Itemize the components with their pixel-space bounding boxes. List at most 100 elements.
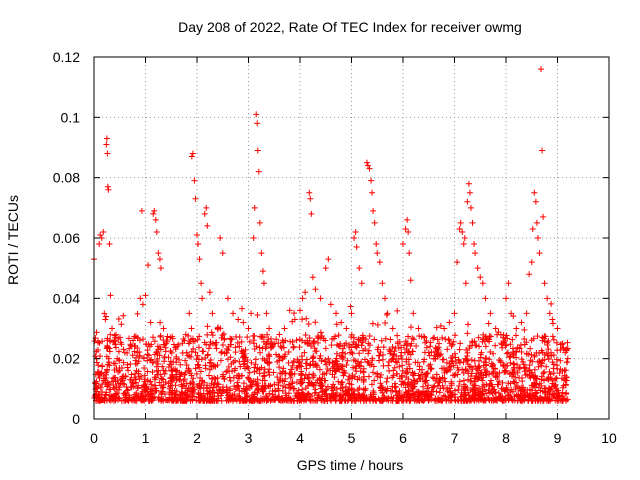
data-point bbox=[131, 348, 138, 355]
data-point bbox=[312, 286, 319, 293]
data-point bbox=[209, 375, 216, 382]
data-point bbox=[466, 189, 473, 196]
data-point bbox=[306, 189, 313, 196]
data-point bbox=[182, 357, 189, 364]
data-point bbox=[410, 310, 417, 317]
data-point bbox=[500, 331, 507, 338]
data-point bbox=[460, 241, 467, 248]
data-point bbox=[160, 367, 167, 374]
data-point bbox=[495, 329, 502, 336]
data-point bbox=[532, 380, 539, 387]
data-point bbox=[273, 336, 280, 343]
data-point bbox=[256, 370, 263, 377]
data-point bbox=[254, 311, 261, 318]
data-point bbox=[399, 378, 406, 385]
data-point bbox=[404, 389, 411, 396]
data-point bbox=[251, 364, 258, 371]
data-point bbox=[139, 301, 146, 308]
data-point bbox=[270, 369, 277, 376]
data-point bbox=[276, 331, 283, 338]
data-point bbox=[266, 325, 273, 332]
data-point bbox=[266, 353, 273, 360]
data-point bbox=[112, 391, 119, 398]
data-point bbox=[446, 319, 453, 326]
data-point bbox=[297, 307, 303, 314]
data-point bbox=[429, 374, 436, 381]
data-point bbox=[549, 333, 556, 340]
data-point bbox=[461, 235, 468, 241]
data-point bbox=[477, 274, 484, 281]
y-tick-label: 0.06 bbox=[53, 230, 80, 246]
data-point bbox=[276, 364, 283, 371]
data-point bbox=[356, 385, 363, 392]
data-point bbox=[204, 323, 211, 330]
data-point bbox=[526, 366, 533, 373]
data-point bbox=[208, 380, 215, 387]
data-point bbox=[166, 385, 173, 392]
data-point bbox=[367, 391, 374, 398]
data-point bbox=[340, 345, 347, 352]
data-point bbox=[383, 378, 390, 385]
data-point bbox=[236, 393, 243, 400]
data-point bbox=[404, 216, 411, 223]
data-point bbox=[471, 357, 478, 364]
data-point bbox=[330, 363, 337, 370]
data-point bbox=[526, 271, 533, 278]
data-point bbox=[348, 334, 355, 341]
data-point bbox=[344, 357, 351, 364]
data-point bbox=[299, 316, 306, 323]
data-point bbox=[376, 397, 383, 404]
data-point bbox=[255, 168, 262, 175]
data-point bbox=[506, 396, 513, 403]
data-point bbox=[147, 357, 154, 364]
data-point bbox=[366, 342, 373, 349]
data-point bbox=[257, 333, 264, 340]
data-point bbox=[504, 362, 511, 369]
data-point bbox=[133, 354, 140, 361]
data-point bbox=[481, 386, 488, 393]
data-point bbox=[176, 356, 183, 363]
data-point bbox=[391, 383, 398, 390]
data-point bbox=[261, 366, 268, 373]
data-point bbox=[336, 366, 343, 373]
data-point bbox=[553, 339, 560, 346]
data-point bbox=[447, 389, 454, 396]
data-point bbox=[559, 397, 566, 404]
data-point bbox=[261, 372, 268, 379]
data-point bbox=[280, 344, 287, 351]
data-point bbox=[104, 183, 111, 190]
data-point bbox=[219, 371, 226, 378]
data-point bbox=[275, 340, 282, 347]
data-point bbox=[322, 387, 329, 394]
data-point bbox=[374, 321, 381, 328]
data-point bbox=[401, 342, 408, 349]
data-point bbox=[542, 394, 549, 401]
data-point bbox=[96, 241, 103, 248]
data-point bbox=[549, 316, 556, 323]
data-point bbox=[469, 338, 476, 345]
data-point bbox=[108, 378, 115, 385]
data-point bbox=[343, 390, 350, 397]
data-point bbox=[334, 341, 341, 348]
data-point bbox=[327, 301, 334, 308]
data-point bbox=[449, 341, 456, 348]
data-point bbox=[256, 219, 263, 226]
data-point bbox=[350, 357, 357, 364]
data-point bbox=[360, 369, 367, 376]
data-point bbox=[142, 292, 149, 299]
data-point bbox=[184, 352, 191, 359]
data-point bbox=[446, 360, 453, 367]
data-point bbox=[269, 391, 276, 398]
data-point bbox=[441, 365, 448, 372]
data-point bbox=[436, 389, 443, 396]
data-point bbox=[107, 397, 114, 404]
data-point bbox=[511, 379, 518, 386]
data-point bbox=[147, 319, 154, 326]
data-point bbox=[307, 195, 314, 202]
data-point bbox=[100, 228, 107, 235]
data-point bbox=[302, 289, 309, 296]
data-point bbox=[248, 310, 255, 317]
data-point bbox=[260, 280, 267, 287]
data-point bbox=[461, 387, 468, 394]
data-point bbox=[467, 378, 474, 385]
